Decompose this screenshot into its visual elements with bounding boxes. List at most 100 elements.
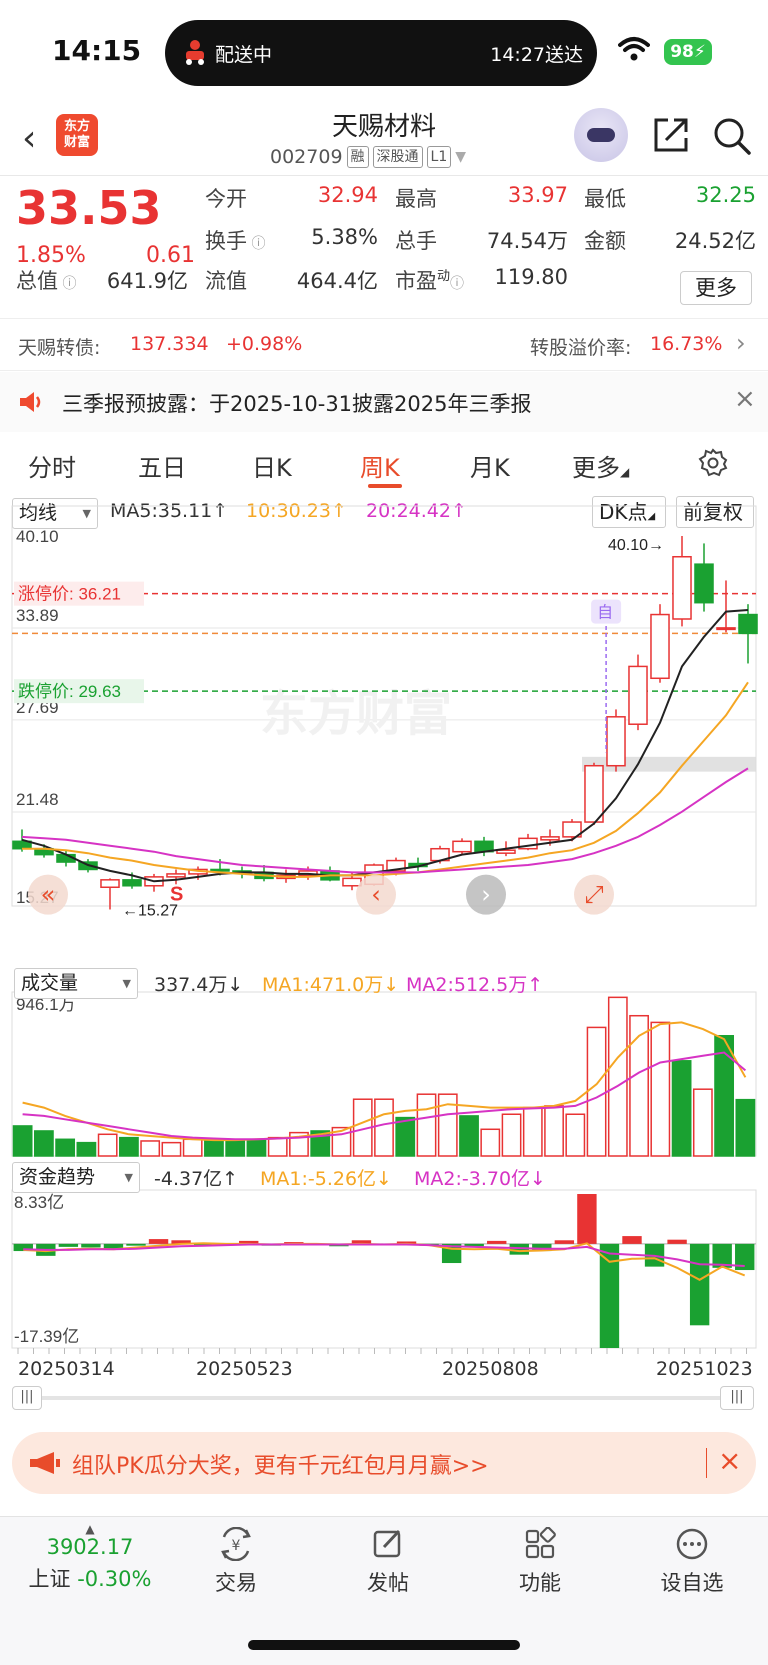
nav-post[interactable]: 发帖 bbox=[338, 1527, 438, 1597]
volume-bar bbox=[12, 1125, 33, 1157]
fund-bar bbox=[58, 1243, 79, 1247]
share-icon[interactable] bbox=[652, 116, 690, 154]
fund-bar bbox=[667, 1239, 687, 1244]
volume-bar bbox=[182, 1138, 203, 1157]
limit-down-tag-bg bbox=[14, 679, 144, 704]
close-icon[interactable]: × bbox=[734, 384, 756, 414]
nav-functions[interactable]: 功能 bbox=[490, 1527, 590, 1597]
fund-bar bbox=[622, 1236, 642, 1244]
y-axis-label: 40.10 bbox=[16, 527, 59, 546]
volume-y-label: 946.1万 bbox=[16, 995, 76, 1014]
candle-body bbox=[386, 859, 406, 872]
battery-level: 98 bbox=[670, 42, 694, 62]
svg-text:¥: ¥ bbox=[232, 1538, 241, 1554]
tab-monthly[interactable]: 月K bbox=[470, 454, 510, 482]
promo-banner[interactable]: 组队PK瓜分大奖，更有千元红包月月赢>> × bbox=[12, 1432, 756, 1494]
caret-up-icon: ▲ bbox=[85, 1522, 95, 1536]
fund-bar bbox=[689, 1243, 710, 1326]
nav-glyph: ‹ bbox=[371, 881, 381, 909]
kline-chart-area[interactable]: 均线 ▼ MA5:35.11↑ 10:30.23↑ 20:24.42↑ DK点◢ … bbox=[0, 494, 768, 1410]
convertible-bond-row[interactable]: 天赐转债: 137.334 +0.98% 转股溢价率: 16.73% › bbox=[0, 319, 768, 371]
tab-five-day[interactable]: 五日 bbox=[138, 454, 186, 482]
nav-glyph: › bbox=[481, 881, 491, 909]
nav-add-watchlist[interactable]: 设自选 bbox=[642, 1527, 742, 1597]
promo-close-icon[interactable]: × bbox=[718, 1444, 742, 1477]
settings-gear-icon[interactable] bbox=[698, 448, 728, 478]
battery-icon: 98⚡ bbox=[664, 39, 712, 65]
dk-point-button[interactable]: DK点◢ bbox=[592, 496, 666, 528]
volume-bar bbox=[714, 1035, 735, 1157]
more-stats-button[interactable]: 更多 bbox=[680, 271, 752, 305]
tab-more[interactable]: 更多◢ bbox=[572, 454, 630, 482]
nav-fullscreen-icon[interactable]: ⤢ bbox=[574, 874, 614, 915]
volume-bar bbox=[416, 1093, 437, 1157]
candle-body bbox=[562, 821, 582, 838]
volume-bar bbox=[161, 1141, 182, 1157]
candle-body bbox=[672, 555, 692, 620]
fund-bar bbox=[599, 1243, 620, 1348]
chart-period-tabs: 分时 五日 日K 周K 月K 更多◢ bbox=[0, 432, 768, 494]
nav-next-icon[interactable]: › bbox=[466, 874, 506, 915]
volume-bar bbox=[225, 1140, 246, 1157]
volume-bar bbox=[522, 1106, 543, 1157]
assistant-avatar-icon[interactable] bbox=[574, 108, 628, 162]
promo-divider bbox=[706, 1448, 707, 1478]
index-pct: -0.30% bbox=[77, 1567, 152, 1591]
candle-body bbox=[650, 613, 670, 680]
stock-code-row[interactable]: 002709 融 深股通 L1 ▼ bbox=[270, 146, 466, 168]
self-select-marker: 自 bbox=[597, 604, 613, 622]
functions-grid-icon bbox=[525, 1527, 556, 1559]
tag-connect: 深股通 bbox=[372, 146, 423, 168]
search-icon[interactable] bbox=[712, 116, 752, 156]
volume-ma1-line bbox=[22, 1021, 747, 1142]
info-icon: ⓘ bbox=[450, 276, 465, 292]
stat-open-value: 32.94 bbox=[317, 183, 378, 207]
index-quote[interactable]: ▲ 3902.17 上证 -0.30% bbox=[20, 1523, 160, 1593]
volume-indicator-select[interactable]: 成交量 ▼ bbox=[14, 968, 138, 999]
dynamic-island[interactable]: 配送中 14:27送达 bbox=[165, 20, 597, 86]
stat-high-value: 33.97 bbox=[507, 183, 568, 207]
volume-bar bbox=[565, 1113, 586, 1157]
tab-weekly[interactable]: 周K bbox=[360, 454, 400, 482]
fund-bar bbox=[148, 1239, 169, 1244]
limit-down-label: 跌停价: 29.63 bbox=[18, 682, 121, 701]
stat-total-cap-value: 641.9亿 bbox=[106, 269, 188, 293]
back-icon[interactable]: ‹ bbox=[22, 118, 37, 159]
logo-text: 东方财富 bbox=[63, 119, 90, 150]
status-time: 14:15 bbox=[52, 34, 142, 67]
ma-indicator-select[interactable]: 均线 ▼ bbox=[12, 498, 98, 529]
tab-intraday[interactable]: 分时 bbox=[28, 454, 76, 482]
nav-fast-back-icon[interactable]: « bbox=[28, 874, 68, 915]
candle-body bbox=[606, 716, 626, 767]
fund-bar bbox=[577, 1194, 597, 1244]
nav-trade[interactable]: ¥ 交易 bbox=[186, 1527, 286, 1597]
stat-amount: 金额 bbox=[584, 229, 626, 253]
ma20-line bbox=[21, 767, 749, 874]
volume-bar bbox=[501, 1113, 522, 1157]
eastmoney-logo[interactable]: 东方财富 bbox=[56, 114, 98, 156]
y-axis-label: 21.48 bbox=[16, 790, 59, 809]
date-label-2: 20250523 bbox=[196, 1358, 293, 1380]
scroll-handle-right[interactable]: ||| bbox=[720, 1386, 754, 1410]
bond-pct: +0.98% bbox=[226, 333, 303, 355]
nav-post-label: 发帖 bbox=[367, 1571, 409, 1595]
low-marker: ←15.27 bbox=[122, 902, 178, 919]
trade-icon: ¥ bbox=[221, 1527, 251, 1561]
nav-prev-icon[interactable]: ‹ bbox=[356, 874, 396, 915]
y-axis-label: 33.89 bbox=[16, 606, 59, 625]
active-tab-indicator bbox=[368, 484, 402, 488]
tab-daily[interactable]: 日K bbox=[252, 454, 292, 482]
notice-bar[interactable]: 三季报预披露：于2025-10-31披露2025年三季报 × bbox=[0, 372, 768, 432]
stat-float-cap-value: 464.4亿 bbox=[296, 269, 378, 293]
nav-trade-label: 交易 bbox=[215, 1571, 257, 1595]
megaphone-icon bbox=[30, 1452, 60, 1474]
scroll-handle-left[interactable]: ||| bbox=[12, 1386, 42, 1410]
fund-trend-select[interactable]: 资金趋势 ▼ bbox=[12, 1162, 140, 1193]
adjust-mode-button[interactable]: 前复权 bbox=[676, 496, 754, 528]
chevron-down-icon: ▼ bbox=[455, 149, 467, 165]
time-scrollbar[interactable] bbox=[12, 1396, 754, 1400]
candle-body bbox=[342, 877, 362, 887]
volume-bar bbox=[267, 1136, 288, 1157]
volume-bar bbox=[204, 1138, 224, 1157]
candle-body bbox=[100, 879, 120, 889]
